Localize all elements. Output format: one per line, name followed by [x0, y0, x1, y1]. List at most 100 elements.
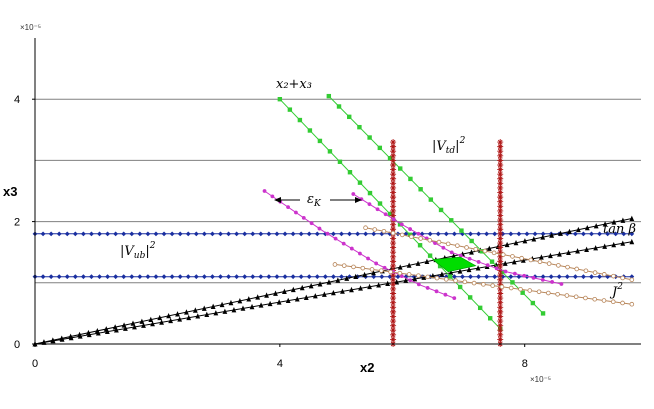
- series-1-point-26: [242, 274, 248, 280]
- series-3-point-54: [520, 257, 526, 263]
- series-2-point-64: [602, 221, 608, 227]
- series-1-point-63: [540, 274, 546, 280]
- series-2-point-24: [246, 296, 252, 302]
- series-3-point-33: [331, 289, 336, 296]
- series-10-point-9: [445, 241, 451, 247]
- series-6-point-34: [390, 184, 397, 191]
- series-1-point-27: [250, 274, 256, 280]
- series-1-point-43: [379, 274, 385, 280]
- series-1-point-8: [97, 274, 102, 280]
- series-0-point-44: [387, 231, 393, 237]
- series-5-point-18: [510, 280, 515, 285]
- series-6-point-12: [390, 285, 397, 292]
- series-3-point-8: [104, 328, 110, 335]
- series-1-point-21: [201, 274, 207, 280]
- series-2-point-63: [593, 223, 599, 229]
- series-4-point-15: [427, 253, 433, 258]
- series-2-point-20: [210, 303, 216, 309]
- series-9-point-14: [467, 256, 472, 261]
- series-7-point-15: [497, 272, 504, 279]
- series-3-point-31: [312, 293, 318, 299]
- series-2-point-53: [504, 241, 510, 248]
- series-4-point-14: [417, 243, 423, 248]
- series-11-point-5: [379, 268, 384, 273]
- series-6: [390, 139, 397, 347]
- annotation-vtd-sub: td: [446, 146, 456, 156]
- series-1-point-44: [387, 274, 393, 280]
- series-0-point-9: [105, 231, 110, 237]
- series-0-point-59: [508, 231, 514, 237]
- series-8-point-14: [374, 261, 379, 266]
- series-3-point-45: [439, 271, 445, 277]
- series-4-point-19: [467, 295, 473, 300]
- series-7-point-2: [497, 331, 504, 338]
- series-2-point-16: [175, 311, 180, 317]
- series-11-point-8: [406, 272, 412, 277]
- y-tick-label-1: 2: [14, 217, 20, 229]
- series-5-point-7: [398, 166, 403, 171]
- series-1-point-37: [331, 274, 336, 280]
- series-11-point-18: [499, 284, 505, 290]
- series-11-point-10: [425, 274, 431, 280]
- series-8-point-15: [382, 265, 387, 270]
- series-7-point-37: [497, 171, 504, 178]
- series-1-point-55: [476, 274, 481, 280]
- series-6-point-38: [390, 166, 397, 173]
- series-3-point-13: [150, 320, 155, 327]
- annotation-x2-plus-x3: x₂+x₃: [276, 77, 312, 92]
- series-8-point-12: [358, 251, 362, 256]
- series-2-point-28: [282, 288, 287, 294]
- series-3-point-27: [276, 299, 282, 305]
- series-6-point-42: [390, 148, 397, 155]
- series-2-point-29: [290, 286, 296, 293]
- series-7-point-8: [497, 304, 504, 311]
- series-0-point-55: [476, 231, 481, 237]
- epsk-arrow-right-head: [355, 197, 362, 203]
- series-0: [32, 231, 635, 237]
- series-6-point-44: [390, 139, 397, 146]
- series-7: [497, 139, 504, 347]
- series-5-point-14: [469, 238, 474, 244]
- series-6-point-7: [390, 308, 397, 315]
- series-0-point-34: [306, 231, 312, 237]
- series-9-point-6: [399, 222, 404, 227]
- annotation-epsk-sub: K: [313, 199, 322, 209]
- series-2-point-14: [157, 314, 163, 321]
- series-7-point-5: [497, 318, 504, 325]
- series-1-point-74: [629, 274, 635, 280]
- series-0-point-70: [597, 231, 602, 237]
- series-6-point-33: [390, 189, 397, 196]
- series-6-point-20: [390, 249, 397, 256]
- series-11-point-14: [462, 279, 468, 285]
- series-9: [351, 192, 564, 286]
- series-0-point-30: [274, 231, 280, 237]
- series-0-point-39: [347, 231, 352, 237]
- series-1-point-70: [597, 274, 602, 280]
- series-3-point-43: [421, 274, 427, 280]
- series-1-point-67: [572, 274, 578, 280]
- series-8-point-21: [434, 289, 439, 294]
- series-3-point-24: [249, 303, 255, 310]
- series-8-point-3: [286, 205, 290, 210]
- series-6-point-3: [390, 327, 397, 334]
- series-0-point-26: [242, 231, 248, 237]
- series-11-point-7: [397, 270, 403, 276]
- series-10-point-28: [620, 275, 625, 281]
- series-10-point-1: [372, 227, 378, 232]
- series-2-point-33: [326, 279, 332, 285]
- series-2-point-22: [228, 299, 234, 306]
- series-11-point-32: [629, 301, 635, 307]
- series-2-point-42: [406, 262, 412, 268]
- series-1-point-10: [113, 274, 119, 280]
- series-1-point-60: [516, 274, 522, 280]
- series-3-point-28: [285, 297, 291, 304]
- series-3-point-53: [511, 259, 517, 265]
- x-tick-label-2: 8: [522, 358, 528, 370]
- series-0-point-54: [468, 231, 473, 237]
- series-1-point-33: [298, 274, 304, 280]
- series-1-point-66: [564, 274, 570, 280]
- series-0-point-5: [72, 231, 78, 237]
- series-1-point-11: [121, 274, 127, 280]
- series-8-point-22: [443, 292, 448, 297]
- series-11-point-30: [610, 299, 616, 305]
